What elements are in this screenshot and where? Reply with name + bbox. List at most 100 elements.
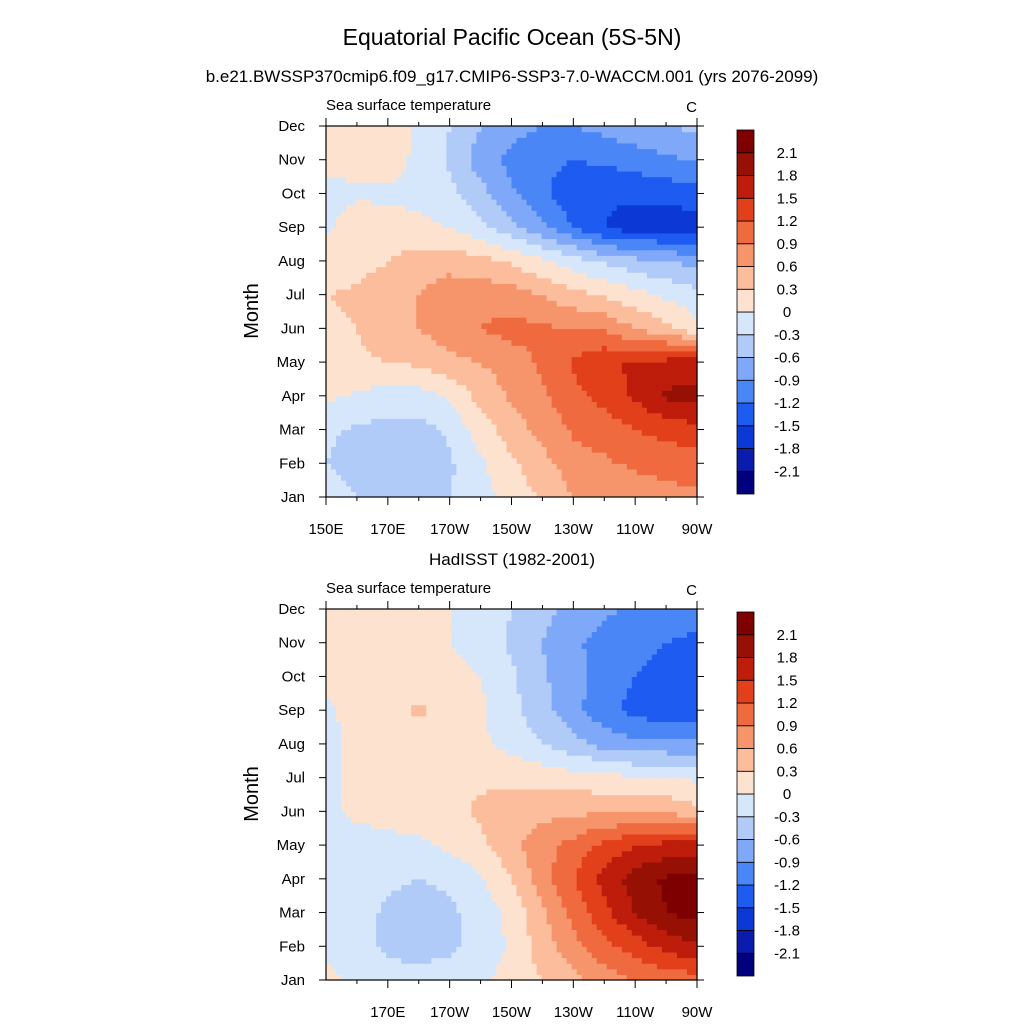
field-cell [671,463,678,470]
field-cell [401,384,407,391]
field-cell [561,378,568,386]
field-cell [606,446,613,453]
field-cell [501,322,508,329]
field-cell [531,328,538,335]
field-cell [446,289,452,296]
field-cell [606,165,613,172]
field-cell [386,311,392,318]
field-cell [381,148,387,155]
field-cell [686,435,693,442]
field-cell [681,423,688,431]
field-cell [381,260,387,268]
field-cell [676,154,683,161]
field-cell [451,367,457,374]
field-cell [686,485,693,492]
field-cell [466,266,472,273]
field-cell [356,407,362,414]
field-cell [646,378,653,386]
field-cell [426,407,432,414]
field-cell [391,362,397,369]
field-cell [571,378,578,386]
field-cell [351,463,357,470]
field-cell [596,322,603,329]
field-cell [511,260,518,268]
field-cell [366,367,372,374]
field-cell [461,255,467,262]
field-cell [331,193,337,200]
field-cell [541,142,548,150]
field-cell [581,480,588,487]
field-cell [521,452,528,459]
field-cell [461,317,467,324]
field-cell [346,283,352,290]
field-cell [456,232,462,240]
field-cell [641,131,648,138]
field-cell [601,137,608,144]
field-cell [426,187,432,195]
field-cell [636,126,643,133]
field-cell [656,328,663,335]
field-cell [411,277,417,284]
field-cell [681,204,688,211]
field-cell [486,395,493,403]
field-cell [536,305,543,313]
field-cell [341,480,347,487]
field-cell [666,227,673,234]
field-cell [601,373,608,380]
field-cell [536,170,543,178]
field-cell [526,463,533,470]
field-cell [531,452,538,459]
field-cell [431,182,437,189]
field-cell [461,452,467,459]
field-cell [676,485,683,492]
field-cell [416,345,422,352]
field-cell [601,260,608,268]
field-cell [561,491,568,498]
field-cell [506,148,513,155]
field-cell [616,333,623,341]
field-cell [576,412,583,419]
field-cell [546,401,553,408]
field-cell [581,362,588,369]
field-cell [396,356,402,363]
field-cell [656,176,663,183]
field-cell [361,272,367,279]
field-cell [561,294,568,301]
field-cell [326,300,332,307]
field-cell [596,187,603,195]
field-cell [386,126,392,133]
field-cell [591,350,598,358]
field-cell [656,210,663,217]
field-cell [466,367,472,374]
field-cell [676,429,683,436]
field-cell [456,362,462,369]
field-cell [331,328,337,335]
field-cell [411,322,417,329]
field-cell [636,373,643,380]
field-cell [491,266,498,273]
field-cell [376,300,382,307]
field-cell [421,362,427,369]
field-cell [561,289,568,296]
field-cell [536,283,543,290]
field-cell [461,187,467,195]
field-cell [396,154,402,161]
field-cell [671,328,678,335]
field-cell [371,474,377,481]
x-tick-label: 170W [430,521,470,538]
field-cell [351,148,357,155]
field-cell [671,277,678,284]
field-cell [491,317,498,324]
field-cell [341,412,347,419]
field-cell [391,244,397,251]
field-cell [371,182,377,189]
field-cell [571,193,578,200]
field-cell [611,193,618,200]
field-cell [636,170,643,178]
field-cell [386,452,392,459]
field-cell [631,384,638,391]
field-cell [666,210,673,217]
field-cell [451,356,457,363]
field-cell [636,215,643,223]
field-cell [556,137,563,144]
